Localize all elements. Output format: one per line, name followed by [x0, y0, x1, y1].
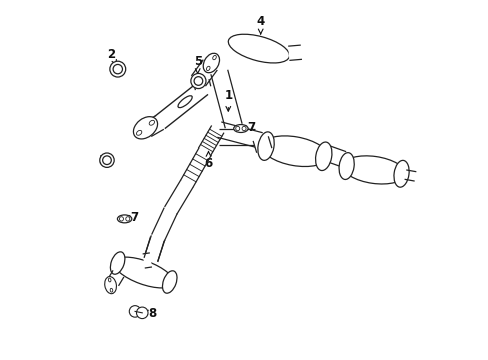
Polygon shape [404, 170, 415, 181]
Text: 4: 4 [256, 15, 264, 34]
Ellipse shape [136, 130, 142, 135]
Text: 2: 2 [107, 48, 116, 66]
Ellipse shape [315, 142, 331, 171]
Ellipse shape [342, 156, 405, 184]
Ellipse shape [233, 125, 247, 132]
Ellipse shape [133, 117, 157, 139]
Circle shape [190, 73, 205, 89]
Ellipse shape [114, 257, 173, 288]
Ellipse shape [212, 55, 216, 60]
Polygon shape [324, 146, 346, 167]
Circle shape [136, 307, 148, 319]
Ellipse shape [235, 126, 239, 131]
Polygon shape [151, 208, 177, 240]
Ellipse shape [162, 271, 177, 293]
Polygon shape [217, 122, 262, 148]
Ellipse shape [104, 276, 116, 294]
Circle shape [100, 153, 114, 167]
Polygon shape [144, 235, 164, 261]
Text: 1: 1 [224, 89, 232, 111]
Ellipse shape [228, 34, 289, 63]
Text: 6: 6 [204, 151, 212, 170]
Polygon shape [155, 82, 207, 129]
Polygon shape [210, 70, 242, 128]
Ellipse shape [108, 278, 111, 282]
Ellipse shape [393, 160, 408, 187]
Polygon shape [219, 129, 255, 145]
Polygon shape [193, 79, 210, 90]
Polygon shape [253, 136, 271, 153]
Ellipse shape [125, 217, 129, 221]
Ellipse shape [206, 66, 210, 71]
Ellipse shape [149, 120, 154, 125]
Polygon shape [107, 270, 123, 286]
Circle shape [110, 61, 125, 77]
Polygon shape [191, 60, 217, 86]
Ellipse shape [257, 132, 274, 160]
Ellipse shape [178, 96, 192, 108]
Ellipse shape [117, 215, 132, 223]
Circle shape [194, 77, 203, 85]
Ellipse shape [338, 153, 353, 180]
Ellipse shape [203, 53, 219, 73]
Polygon shape [142, 253, 152, 268]
Polygon shape [164, 180, 193, 214]
Polygon shape [181, 148, 211, 187]
Polygon shape [198, 126, 223, 155]
Ellipse shape [119, 217, 123, 221]
Ellipse shape [110, 252, 124, 274]
Ellipse shape [110, 288, 113, 292]
Circle shape [113, 64, 122, 74]
Polygon shape [143, 116, 163, 136]
Text: 3: 3 [98, 154, 112, 167]
Polygon shape [144, 237, 164, 262]
Circle shape [129, 306, 141, 317]
Text: 7: 7 [241, 121, 255, 134]
Text: 5: 5 [193, 55, 202, 74]
Ellipse shape [262, 136, 327, 167]
Ellipse shape [242, 126, 245, 131]
Polygon shape [287, 45, 302, 60]
Text: 8: 8 [142, 307, 157, 320]
Circle shape [102, 156, 111, 165]
Text: 7: 7 [124, 211, 139, 224]
